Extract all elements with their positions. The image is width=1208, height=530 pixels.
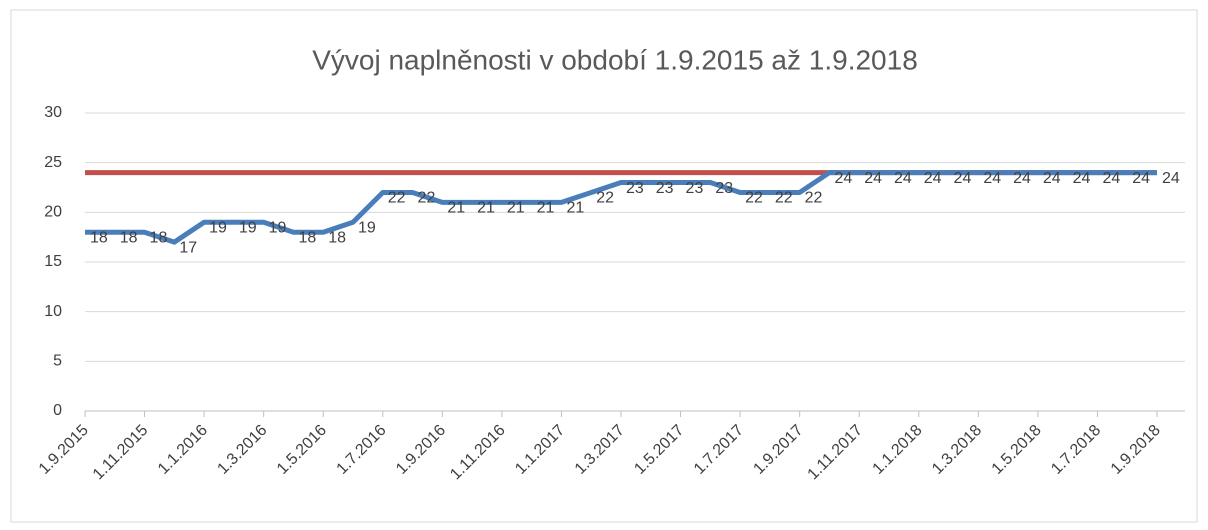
data-label: 23 xyxy=(715,180,733,197)
data-label: 24 xyxy=(954,170,972,187)
data-label: 21 xyxy=(537,200,555,217)
data-label: 24 xyxy=(924,170,942,187)
data-label: 24 xyxy=(1102,170,1120,187)
data-label: 23 xyxy=(626,180,644,197)
data-label: 18 xyxy=(120,229,138,246)
data-label: 24 xyxy=(834,170,852,187)
data-label: 18 xyxy=(150,229,168,246)
chart-border xyxy=(10,9,1198,523)
data-label: 22 xyxy=(775,190,793,207)
data-label: 24 xyxy=(894,170,912,187)
y-tick-label: 20 xyxy=(44,204,62,221)
y-tick-label: 10 xyxy=(44,303,62,320)
data-label: 24 xyxy=(1132,170,1150,187)
series-line xyxy=(85,170,1157,245)
data-label: 24 xyxy=(983,170,1001,187)
data-label: 21 xyxy=(447,200,465,217)
data-label: 21 xyxy=(507,200,525,217)
data-label: 18 xyxy=(298,229,316,246)
data-label: 19 xyxy=(239,219,257,236)
data-label: 22 xyxy=(805,190,823,207)
data-label: 21 xyxy=(477,200,495,217)
data-label: 24 xyxy=(1013,170,1031,187)
y-tick-label: 0 xyxy=(53,402,62,419)
y-tick-label: 30 xyxy=(44,104,62,121)
data-label: 24 xyxy=(1162,170,1180,187)
data-label: 18 xyxy=(328,229,346,246)
data-label: 24 xyxy=(864,170,882,187)
data-label: 19 xyxy=(209,219,227,236)
data-label: 19 xyxy=(269,219,287,236)
data-label: 19 xyxy=(358,219,376,236)
data-label: 22 xyxy=(388,190,406,207)
data-label: 22 xyxy=(596,190,614,207)
chart-title: Vývoj naplněnosti v období 1.9.2015 až 1… xyxy=(312,44,918,75)
y-tick-label: 15 xyxy=(44,253,62,270)
data-label: 22 xyxy=(745,190,763,207)
data-label: 17 xyxy=(179,239,197,256)
data-label: 24 xyxy=(1043,170,1061,187)
data-label: 22 xyxy=(418,190,436,207)
data-label: 23 xyxy=(686,180,704,197)
y-tick-label: 25 xyxy=(44,154,62,171)
data-label: 21 xyxy=(566,200,584,217)
data-label: 18 xyxy=(90,229,108,246)
data-label: 23 xyxy=(656,180,674,197)
y-tick-label: 5 xyxy=(53,353,62,370)
data-label: 24 xyxy=(1073,170,1091,187)
